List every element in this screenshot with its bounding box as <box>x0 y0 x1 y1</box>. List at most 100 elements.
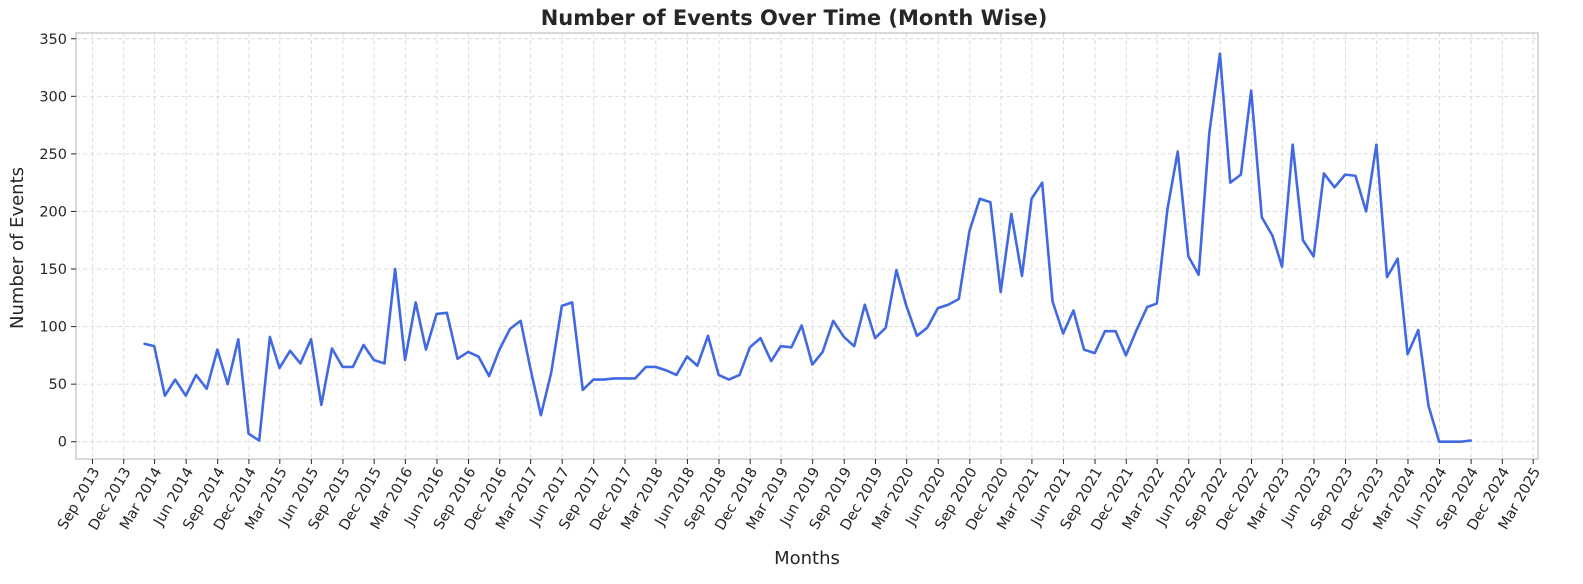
y-tick-label: 50 <box>49 377 67 393</box>
data-point <box>373 359 376 362</box>
data-point <box>1166 208 1169 211</box>
data-point <box>717 374 720 377</box>
data-point <box>696 364 699 367</box>
data-point <box>634 377 637 380</box>
data-point <box>874 337 877 340</box>
data-point <box>592 378 595 381</box>
data-point <box>999 291 1002 294</box>
data-point <box>947 303 950 306</box>
data-point <box>1333 186 1336 189</box>
data-point <box>498 348 501 351</box>
data-point <box>749 346 752 349</box>
data-point <box>509 328 512 331</box>
data-point <box>1302 239 1305 242</box>
series-layer <box>143 52 1473 444</box>
data-point <box>1010 212 1013 215</box>
data-point <box>916 335 919 338</box>
data-point <box>1072 309 1075 312</box>
data-point <box>226 383 229 386</box>
data-point <box>937 307 940 310</box>
data-point <box>602 378 605 381</box>
data-point <box>728 378 731 381</box>
y-tick-label: 200 <box>39 204 67 220</box>
data-point <box>488 375 491 378</box>
data-point <box>540 414 543 417</box>
data-point <box>561 305 564 308</box>
data-point <box>289 349 292 352</box>
data-point <box>341 366 344 369</box>
data-point <box>331 347 334 350</box>
data-point <box>320 404 323 407</box>
y-tick-label: 350 <box>39 32 67 48</box>
data-point <box>1051 300 1054 303</box>
data-point <box>1041 181 1044 184</box>
data-point <box>404 359 407 362</box>
data-point <box>779 345 782 348</box>
data-point <box>446 311 449 314</box>
data-point <box>895 269 898 272</box>
data-point <box>707 335 710 338</box>
data-point <box>1459 440 1462 443</box>
data-point <box>1312 255 1315 258</box>
data-point <box>978 197 981 200</box>
data-point <box>1240 173 1243 176</box>
data-point <box>216 348 219 351</box>
data-point <box>477 355 480 358</box>
data-point <box>467 351 470 354</box>
data-point <box>1021 275 1024 278</box>
data-point <box>968 230 971 233</box>
data-point <box>1417 329 1420 332</box>
data-point <box>1271 234 1274 237</box>
data-point <box>1281 265 1284 268</box>
data-point <box>790 346 793 349</box>
data-point <box>519 320 522 323</box>
data-point <box>665 369 668 372</box>
data-point <box>581 389 584 392</box>
data-point <box>571 301 574 304</box>
data-point <box>247 432 250 435</box>
data-point <box>435 313 438 316</box>
data-point <box>843 336 846 339</box>
plot-frame <box>75 32 1539 460</box>
data-point <box>759 337 762 340</box>
data-point <box>864 303 867 306</box>
y-tick-label: 300 <box>39 89 67 105</box>
data-point <box>1365 210 1368 213</box>
data-point <box>1260 216 1263 219</box>
data-point <box>1375 143 1378 146</box>
data-point <box>738 374 741 377</box>
data-point <box>269 336 272 339</box>
x-axis-label: Months <box>774 548 840 569</box>
data-point <box>675 374 678 377</box>
data-point <box>958 298 961 301</box>
data-point <box>1156 302 1159 305</box>
series-line <box>143 52 1473 444</box>
data-point <box>1187 255 1190 258</box>
data-point <box>383 362 386 365</box>
data-point <box>989 201 992 204</box>
data-point <box>832 320 835 323</box>
data-point <box>362 344 365 347</box>
data-point <box>1093 352 1096 355</box>
y-tick-label: 100 <box>39 320 67 336</box>
data-point <box>1396 257 1399 260</box>
data-point <box>1250 89 1253 92</box>
data-point <box>1323 172 1326 175</box>
data-point <box>1344 173 1347 176</box>
data-point <box>164 394 167 397</box>
y-tick-label: 250 <box>39 147 67 163</box>
data-point <box>1083 348 1086 351</box>
data-point <box>1406 353 1409 356</box>
data-point <box>926 326 929 329</box>
data-point <box>278 367 281 370</box>
data-point <box>394 268 397 271</box>
data-point <box>645 366 648 369</box>
data-point <box>1176 150 1179 153</box>
data-point <box>1354 174 1357 177</box>
data-point <box>623 377 626 380</box>
data-point <box>205 387 208 390</box>
data-point <box>174 378 177 381</box>
y-tick-label: 150 <box>39 262 67 278</box>
